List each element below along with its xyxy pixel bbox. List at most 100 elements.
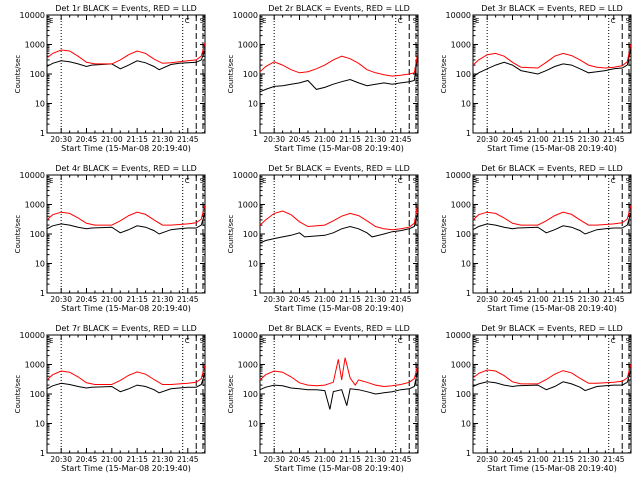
plot-frame: [259, 14, 419, 134]
corner-mark-e: E: [49, 337, 53, 345]
x-tick-label: 21:15: [552, 295, 574, 304]
x-tick-label: 21:30: [578, 135, 600, 144]
chart-title: Det 7r BLACK = Events, RED = LLD: [55, 324, 197, 333]
x-tick-label: 20:45: [289, 455, 311, 464]
x-tick-label: 21:45: [390, 455, 412, 464]
y-tick-label: 100: [456, 230, 471, 239]
y-tick-label: 1: [253, 129, 258, 138]
chart-panel-6: Det 6r BLACK = Events, RED = LLD 1 10 100 10…: [440, 164, 632, 313]
y-axis-label: Counts/sec: [14, 215, 22, 254]
lld-series-line: [46, 43, 206, 65]
x-tick-label: 21:45: [390, 295, 412, 304]
corner-mark-c: C: [611, 17, 616, 25]
lld-series-line: [259, 204, 419, 231]
x-tick-label: 20:30: [476, 135, 498, 144]
x-tick-label: 21:45: [603, 455, 625, 464]
x-axis-label: Start Time (15-Mar-08 20:19:40): [487, 304, 617, 313]
chart-panel-2: Det 2r BLACK = Events, RED = LLD 1 10 100 10…: [227, 4, 419, 153]
y-tick-label: 10000: [233, 11, 258, 20]
corner-mark-e: E: [262, 17, 266, 25]
y-tick-label: 100: [30, 390, 45, 399]
x-tick-label: 21:45: [177, 135, 199, 144]
x-tick-label: 20:30: [263, 295, 285, 304]
y-tick-label: 1000: [451, 41, 471, 50]
chart-title: Det 6r BLACK = Events, RED = LLD: [481, 164, 623, 173]
y-tick-label: 1: [466, 449, 471, 458]
x-tick-label: 21:45: [177, 295, 199, 304]
plot-frame: [259, 334, 419, 454]
events-series-line: [46, 373, 206, 394]
y-tick-label: 1000: [238, 41, 258, 50]
lld-series-line: [472, 44, 632, 69]
x-axis-label: Start Time (15-Mar-08 20:19:40): [61, 144, 191, 153]
events-series-line: [46, 50, 206, 71]
corner-mark-e: E: [262, 177, 266, 185]
corner-mark-s: S: [200, 337, 205, 345]
x-tick-label: 21:30: [152, 295, 174, 304]
x-tick-label: 20:45: [289, 135, 311, 144]
y-tick-label: 1000: [25, 41, 45, 50]
y-tick-label: 1000: [451, 361, 471, 370]
corner-mark-c: C: [398, 17, 403, 25]
x-tick-label: 21:30: [365, 295, 387, 304]
y-axis-label: Counts/sec: [227, 215, 235, 254]
plot-frame: [472, 174, 632, 294]
chart-title: Det 8r BLACK = Events, RED = LLD: [268, 324, 410, 333]
x-axis-label: Start Time (15-Mar-08 20:19:40): [274, 144, 404, 153]
chart-title: Det 5r BLACK = Events, RED = LLD: [268, 164, 410, 173]
y-tick-label: 1000: [451, 201, 471, 210]
x-tick-label: 21:15: [552, 135, 574, 144]
chart-title: Det 1r BLACK = Events, RED = LLD: [55, 4, 197, 13]
y-tick-label: 1: [40, 129, 45, 138]
x-tick-label: 21:45: [177, 455, 199, 464]
lld-series-line: [259, 53, 419, 77]
x-tick-label: 21:30: [365, 135, 387, 144]
x-tick-label: 21:15: [126, 295, 148, 304]
x-tick-label: 20:45: [502, 295, 524, 304]
plot-frame: [472, 334, 632, 454]
corner-mark-c: C: [185, 177, 190, 185]
y-tick-label: 100: [456, 70, 471, 79]
y-tick-label: 100: [456, 390, 471, 399]
y-tick-label: 10: [248, 100, 258, 109]
lld-series-line: [46, 365, 206, 385]
y-tick-label: 10000: [20, 11, 45, 20]
events-series-line: [259, 56, 419, 93]
x-tick-label: 21:00: [314, 455, 336, 464]
y-tick-label: 100: [243, 70, 258, 79]
corner-mark-c: C: [398, 177, 403, 185]
x-tick-label: 20:30: [476, 295, 498, 304]
plot-frame: [46, 14, 206, 134]
x-axis-label: Start Time (15-Mar-08 20:19:40): [487, 464, 617, 473]
corner-mark-e: E: [49, 177, 53, 185]
x-tick-label: 21:15: [126, 455, 148, 464]
x-tick-label: 20:45: [76, 135, 98, 144]
x-tick-label: 20:45: [502, 455, 524, 464]
y-tick-label: 1: [253, 449, 258, 458]
x-tick-label: 21:00: [101, 295, 123, 304]
x-tick-label: 20:45: [289, 295, 311, 304]
x-tick-label: 21:30: [152, 455, 174, 464]
corner-mark-c: C: [611, 337, 616, 345]
corner-mark-s: S: [200, 17, 205, 25]
corner-mark-e: E: [475, 17, 479, 25]
chart-panel-1: Det 1r BLACK = Events, RED = LLD 1 10 100 10…: [14, 4, 206, 153]
corner-mark-c: C: [185, 17, 190, 25]
x-tick-label: 21:30: [365, 455, 387, 464]
x-tick-label: 21:30: [578, 455, 600, 464]
x-axis-label: Start Time (15-Mar-08 20:19:40): [274, 304, 404, 313]
corner-mark-e: E: [49, 17, 53, 25]
y-tick-label: 10: [35, 420, 45, 429]
chart-title: Det 2r BLACK = Events, RED = LLD: [268, 4, 410, 13]
x-tick-label: 21:45: [390, 135, 412, 144]
y-axis-label: Counts/sec: [440, 215, 448, 254]
y-tick-label: 10000: [446, 171, 471, 180]
y-tick-label: 10: [461, 420, 471, 429]
x-tick-label: 21:00: [101, 455, 123, 464]
x-axis-label: Start Time (15-Mar-08 20:19:40): [61, 464, 191, 473]
y-axis-label: Counts/sec: [14, 55, 22, 94]
x-tick-label: 21:15: [126, 135, 148, 144]
y-tick-label: 10000: [20, 331, 45, 340]
y-tick-label: 1: [466, 289, 471, 298]
plot-frame: [472, 14, 632, 134]
